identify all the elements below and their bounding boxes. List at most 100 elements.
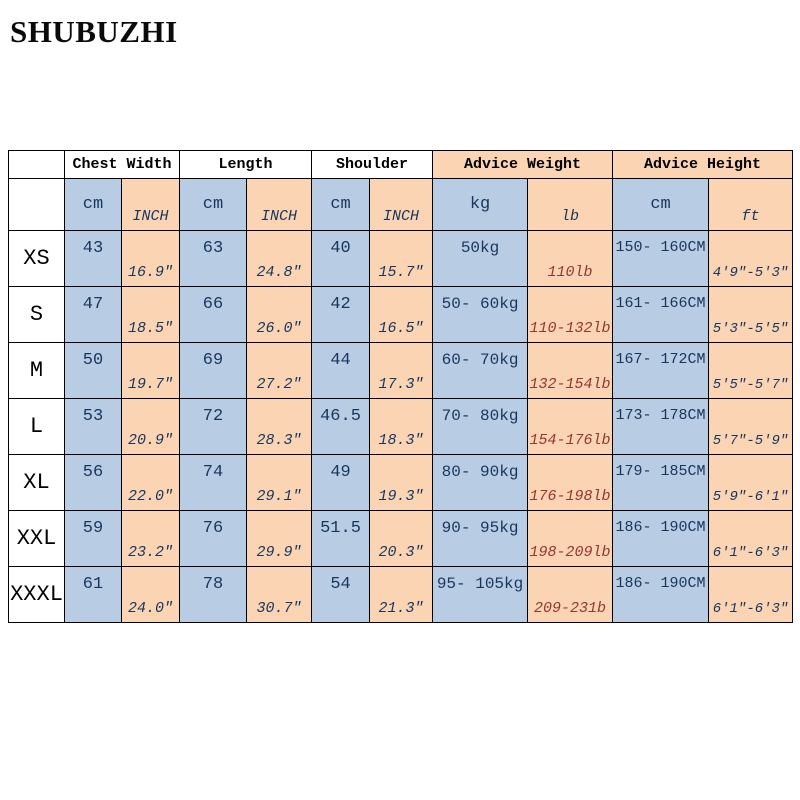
table-row: L 53 20.9" 72 28.3" 46.5 18.3" 70- 80kg …	[8, 398, 794, 455]
table-row: S 47 18.5" 66 26.0" 42 16.5" 50- 60kg 11…	[8, 286, 794, 343]
size-label: XS	[8, 230, 65, 287]
cell-height-ft: 6'1"-6'3"	[708, 566, 794, 623]
cell-weight-kg: 50- 60kg	[432, 286, 529, 343]
cell-chest-cm: 43	[64, 230, 122, 287]
cell-height-ft: 5'5"-5'7"	[708, 342, 794, 399]
unit-label: INCH	[245, 178, 313, 231]
cell-height-cm: 167- 172CM	[612, 342, 710, 399]
cell-chest-cm: 47	[64, 286, 122, 343]
cell-shoulder-inch: 18.3"	[369, 398, 434, 455]
cell-height-cm: 186- 190CM	[612, 510, 710, 567]
cell-chest-inch: 16.9"	[121, 230, 180, 287]
cell-height-ft: 5'7"-5'9"	[708, 398, 794, 455]
cell-weight-lb: 110-132lb	[527, 286, 614, 343]
group-header-chest-width: Chest Width	[64, 150, 180, 179]
cell-length-inch: 30.7"	[245, 566, 313, 623]
unit-label: INCH	[369, 178, 434, 231]
cell-length-inch: 29.1"	[245, 454, 313, 511]
cell-length-cm: 76	[179, 510, 247, 567]
cell-weight-lb: 110lb	[527, 230, 614, 287]
size-chart-table: Chest Width Length Shoulder Advice Weigh…	[8, 150, 794, 623]
cell-length-inch: 27.2"	[245, 342, 313, 399]
size-label: L	[8, 398, 65, 455]
cell-weight-lb: 154-176lb	[527, 398, 614, 455]
cell-height-cm: 173- 178CM	[612, 398, 710, 455]
table-row: XXXL 61 24.0" 78 30.7" 54 21.3" 95- 105k…	[8, 566, 794, 623]
cell-chest-cm: 56	[64, 454, 122, 511]
cell-height-ft: 5'3"-5'5"	[708, 286, 794, 343]
cell-weight-lb: 176-198lb	[527, 454, 614, 511]
cell-weight-kg: 95- 105kg	[432, 566, 529, 623]
cell-height-cm: 186- 190CM	[612, 566, 710, 623]
size-label: M	[8, 342, 65, 399]
cell-length-cm: 69	[179, 342, 247, 399]
group-header-advice-height: Advice Height	[612, 150, 794, 179]
cell-chest-inch: 22.0"	[121, 454, 180, 511]
cell-height-cm: 179- 185CM	[612, 454, 710, 511]
cell-length-inch: 29.9"	[245, 510, 313, 567]
unit-label: INCH	[121, 178, 180, 231]
cell-shoulder-inch: 19.3"	[369, 454, 434, 511]
cell-length-cm: 74	[179, 454, 247, 511]
cell-weight-kg: 80- 90kg	[432, 454, 529, 511]
cell-height-ft: 5'9"-6'1"	[708, 454, 794, 511]
cell-shoulder-inch: 20.3"	[369, 510, 434, 567]
cell-length-inch: 28.3"	[245, 398, 313, 455]
cell-length-cm: 78	[179, 566, 247, 623]
cell-height-cm: 150- 160CM	[612, 230, 710, 287]
table-row: XS 43 16.9" 63 24.8" 40 15.7" 50kg 110lb…	[8, 230, 794, 287]
cell-shoulder-inch: 16.5"	[369, 286, 434, 343]
cell-shoulder-inch: 21.3"	[369, 566, 434, 623]
cell-length-inch: 24.8"	[245, 230, 313, 287]
unit-label: cm	[612, 178, 710, 231]
cell-chest-inch: 20.9"	[121, 398, 180, 455]
cell-shoulder-cm: 42	[311, 286, 371, 343]
cell-weight-lb: 209-231b	[527, 566, 614, 623]
size-label: XL	[8, 454, 65, 511]
cell-chest-inch: 19.7"	[121, 342, 180, 399]
cell-shoulder-cm: 40	[311, 230, 371, 287]
cell-shoulder-cm: 44	[311, 342, 371, 399]
unit-label: kg	[432, 178, 529, 231]
cell-chest-inch: 18.5"	[121, 286, 180, 343]
cell-weight-kg: 70- 80kg	[432, 398, 529, 455]
cell-length-inch: 26.0"	[245, 286, 313, 343]
cell-shoulder-cm: 46.5	[311, 398, 371, 455]
table-row: M 50 19.7" 69 27.2" 44 17.3" 60- 70kg 13…	[8, 342, 794, 399]
table-row: XXL 59 23.2" 76 29.9" 51.5 20.3" 90- 95k…	[8, 510, 794, 567]
unit-label: lb	[527, 178, 614, 231]
unit-row: cm INCH cm INCH cm INCH kg lb cm ft	[8, 178, 794, 231]
table-row: XL 56 22.0" 74 29.1" 49 19.3" 80- 90kg 1…	[8, 454, 794, 511]
cell-shoulder-cm: 54	[311, 566, 371, 623]
unit-row-spacer	[8, 178, 65, 231]
corner-cell	[8, 150, 65, 179]
size-label: XXL	[8, 510, 65, 567]
cell-weight-lb: 132-154lb	[527, 342, 614, 399]
cell-chest-inch: 24.0"	[121, 566, 180, 623]
cell-length-cm: 66	[179, 286, 247, 343]
cell-height-cm: 161- 166CM	[612, 286, 710, 343]
cell-weight-kg: 60- 70kg	[432, 342, 529, 399]
cell-weight-lb: 198-209lb	[527, 510, 614, 567]
table-header-row: Chest Width Length Shoulder Advice Weigh…	[8, 150, 794, 179]
unit-label: cm	[179, 178, 247, 231]
cell-chest-cm: 61	[64, 566, 122, 623]
size-label: S	[8, 286, 65, 343]
cell-shoulder-cm: 51.5	[311, 510, 371, 567]
unit-label: ft	[708, 178, 794, 231]
cell-shoulder-inch: 15.7"	[369, 230, 434, 287]
cell-weight-kg: 90- 95kg	[432, 510, 529, 567]
cell-shoulder-inch: 17.3"	[369, 342, 434, 399]
cell-shoulder-cm: 49	[311, 454, 371, 511]
cell-length-cm: 72	[179, 398, 247, 455]
cell-chest-cm: 50	[64, 342, 122, 399]
unit-label: cm	[64, 178, 122, 231]
cell-length-cm: 63	[179, 230, 247, 287]
cell-weight-kg: 50kg	[432, 230, 529, 287]
cell-chest-cm: 59	[64, 510, 122, 567]
cell-chest-cm: 53	[64, 398, 122, 455]
unit-label: cm	[311, 178, 371, 231]
group-header-shoulder: Shoulder	[311, 150, 434, 179]
size-label: XXXL	[8, 566, 65, 623]
cell-height-ft: 6'1"-6'3"	[708, 510, 794, 567]
